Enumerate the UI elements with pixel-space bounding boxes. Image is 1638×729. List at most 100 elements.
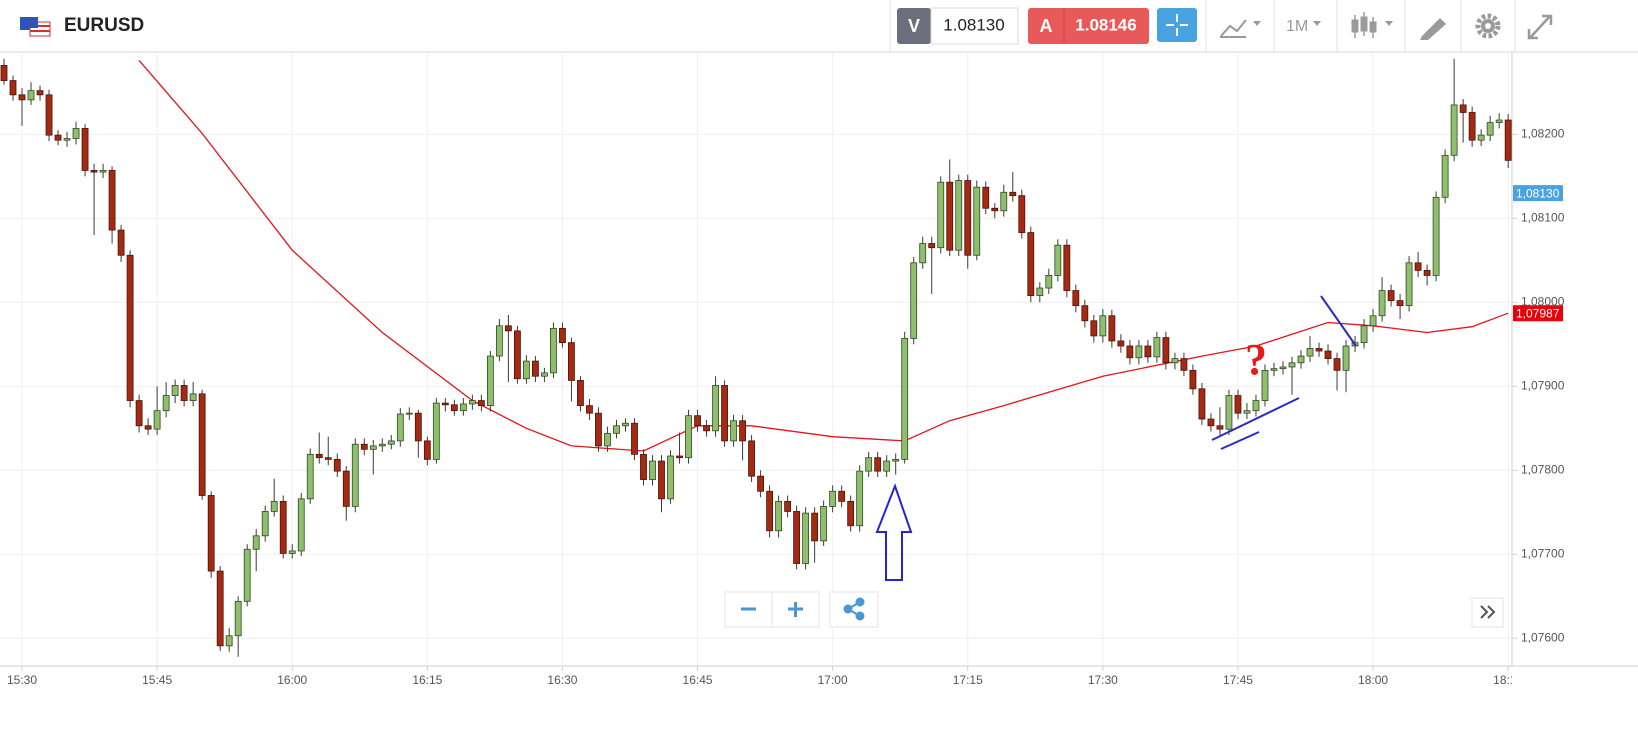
candle-body — [685, 415, 692, 459]
timeframe[interactable]: 1M — [1286, 18, 1308, 35]
candle-body — [784, 500, 792, 512]
candle-body — [541, 372, 548, 377]
symbol: EURUSD — [64, 15, 144, 36]
price-tag-label: 1,07987 — [1516, 306, 1560, 320]
drawing-tool-button[interactable] — [1420, 18, 1446, 40]
y-axis: 1,07600 1,07700 1,07800 1,07900 1,08000 1,081… — [1512, 126, 1565, 644]
candle-body — [595, 412, 602, 447]
candle-body — [1153, 337, 1161, 358]
annotations: ? — [875, 295, 1357, 581]
candle-body — [793, 511, 801, 564]
candle-body — [1045, 275, 1053, 289]
chart-type-button[interactable] — [1220, 19, 1261, 38]
x-tick-label: 17:45 — [1223, 673, 1253, 687]
candle-body — [270, 500, 278, 512]
candle-body — [1279, 366, 1287, 370]
buy-button[interactable] — [1028, 8, 1149, 44]
candle-body — [477, 400, 485, 407]
candle-body — [9, 80, 17, 96]
candle-body — [937, 181, 945, 249]
candle-body — [838, 490, 846, 502]
candle-body — [631, 422, 638, 455]
settings-button[interactable] — [1475, 13, 1501, 39]
candle-body — [387, 440, 395, 445]
candle-body — [730, 420, 737, 442]
sell-label[interactable]: V — [908, 16, 920, 36]
x-tick-label: 15:45 — [142, 673, 172, 687]
candle-body — [559, 327, 566, 344]
candle-body — [1027, 232, 1035, 296]
candle-body — [432, 402, 440, 460]
flag-icon — [20, 17, 51, 37]
candle-body — [99, 170, 107, 173]
candle-body — [117, 229, 125, 256]
candle-body — [279, 500, 287, 554]
share-button[interactable] — [829, 591, 879, 628]
x-tick-label: 16:30 — [547, 673, 577, 687]
candle-body — [1324, 350, 1332, 359]
candle-body — [991, 207, 999, 212]
candle-style-button[interactable] — [1351, 12, 1393, 38]
candle-body — [1450, 104, 1458, 156]
timeframe-caret[interactable] — [1313, 21, 1321, 26]
candle-body — [504, 325, 512, 332]
candle-body — [126, 254, 134, 401]
candle-body — [919, 243, 927, 264]
candle-body — [712, 385, 719, 432]
candle-body — [81, 128, 89, 171]
candle-body — [892, 458, 900, 462]
scroll-end-icon — [1480, 605, 1496, 619]
y-tick-label: 1,08000 — [1521, 294, 1565, 308]
candle-body — [63, 138, 71, 141]
x-tick-label: 18:00 — [1358, 673, 1388, 687]
candle-body — [910, 262, 918, 339]
fullscreen-button[interactable] — [1527, 14, 1553, 40]
y-tick-label: 1,07800 — [1521, 462, 1565, 476]
candle-body — [658, 460, 665, 500]
x-tick-label: 16:00 — [277, 673, 307, 687]
buy-label[interactable]: A — [1040, 16, 1053, 36]
candle-body — [703, 425, 710, 432]
candle-body — [1477, 134, 1485, 141]
candle-body — [1423, 269, 1431, 276]
candle-body — [306, 453, 314, 500]
candle-body — [1117, 340, 1125, 347]
candle-body — [1072, 290, 1080, 307]
candle-body — [360, 443, 368, 450]
candle-body — [1396, 300, 1404, 307]
candle-body — [1360, 325, 1368, 344]
candle-body — [225, 635, 233, 647]
candle-body — [847, 500, 855, 527]
trend-line — [1211, 397, 1300, 441]
candle-body — [982, 186, 990, 209]
candle-body — [1216, 425, 1224, 430]
candle-body — [1135, 345, 1143, 359]
candle-body — [1099, 315, 1107, 337]
candle-body — [1180, 358, 1188, 371]
candle-body — [1009, 191, 1017, 197]
y-tick-label: 1,07600 — [1521, 630, 1565, 644]
candle-body — [315, 453, 323, 459]
candle-body — [604, 432, 611, 447]
buy-price[interactable]: 1.08146 — [1075, 15, 1136, 34]
candle-body — [36, 90, 44, 96]
candle-body — [378, 443, 386, 447]
candle-body — [171, 385, 179, 396]
plot-area — [0, 58, 1512, 657]
candle-body — [1342, 345, 1350, 371]
y-tick-label: 1,08100 — [1521, 210, 1565, 224]
candle-body — [1441, 154, 1449, 198]
candle-body — [261, 511, 269, 537]
sell-button[interactable] — [897, 8, 931, 44]
candle-body — [586, 405, 593, 414]
candle-body — [144, 425, 152, 430]
candle-body — [973, 186, 981, 256]
candle-body — [54, 134, 62, 141]
sell-price[interactable]: 1.08130 — [943, 15, 1004, 34]
candle-body — [486, 355, 494, 407]
candle-body — [198, 393, 206, 496]
crosshair-button[interactable] — [1157, 8, 1197, 42]
candle-body — [577, 380, 584, 407]
sell-price-box[interactable] — [930, 7, 1019, 45]
